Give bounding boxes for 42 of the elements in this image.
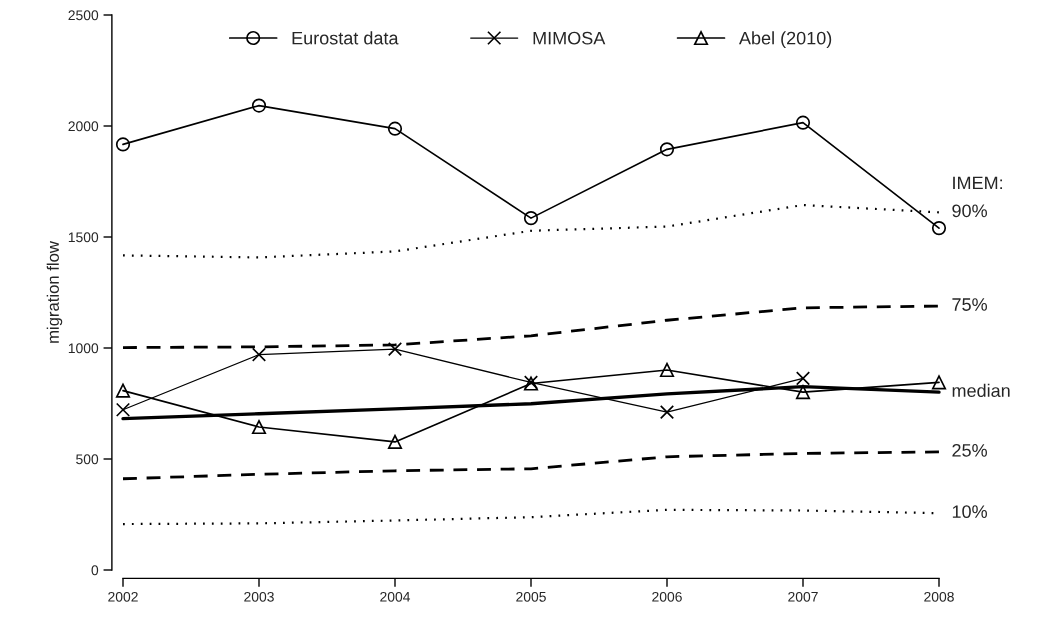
legend-label: MIMOSA	[533, 31, 606, 45]
legend-label: Eurostat data	[292, 31, 399, 45]
x-tick-label: 2006	[652, 591, 682, 602]
point	[387, 342, 403, 357]
y-tick-label: 0	[91, 565, 99, 576]
point	[931, 221, 947, 236]
line-series	[121, 450, 941, 481]
y-tick-label: 2500	[68, 10, 99, 21]
point	[387, 434, 403, 449]
y-tick-label: 1000	[68, 343, 99, 354]
x-tick-label: 2005	[516, 591, 546, 602]
point	[659, 405, 675, 420]
x-tick-label: 2002	[108, 591, 138, 602]
point	[251, 98, 267, 113]
x-tick-label: 2007	[788, 591, 818, 602]
series-label: 10%	[952, 505, 987, 519]
series-label: 90%	[952, 204, 987, 218]
text: IMEM:	[953, 176, 1003, 190]
y-tick-label: 500	[76, 454, 99, 465]
point	[523, 211, 539, 226]
point	[251, 419, 267, 435]
point	[115, 383, 131, 398]
y-axis-title: migration flow	[46, 241, 63, 343]
point	[931, 375, 947, 390]
point	[795, 371, 811, 386]
y-tick-label: 2000	[68, 121, 99, 132]
point	[659, 362, 675, 378]
series-label: 25%	[952, 443, 987, 457]
point	[387, 121, 403, 136]
series-label: 75%	[952, 298, 987, 311]
x-tick-label: 2003	[244, 591, 274, 602]
point	[115, 137, 131, 152]
point	[251, 347, 267, 362]
point	[795, 385, 811, 400]
legend-label: Abel (2010)	[738, 31, 832, 49]
point	[659, 142, 675, 157]
y-tick-label: 1500	[68, 232, 99, 243]
x-tick-label: 2004	[380, 591, 411, 602]
series-label: median	[952, 383, 1010, 398]
point	[115, 402, 131, 417]
x-tick-label: 2008	[924, 591, 954, 602]
point	[795, 115, 811, 130]
